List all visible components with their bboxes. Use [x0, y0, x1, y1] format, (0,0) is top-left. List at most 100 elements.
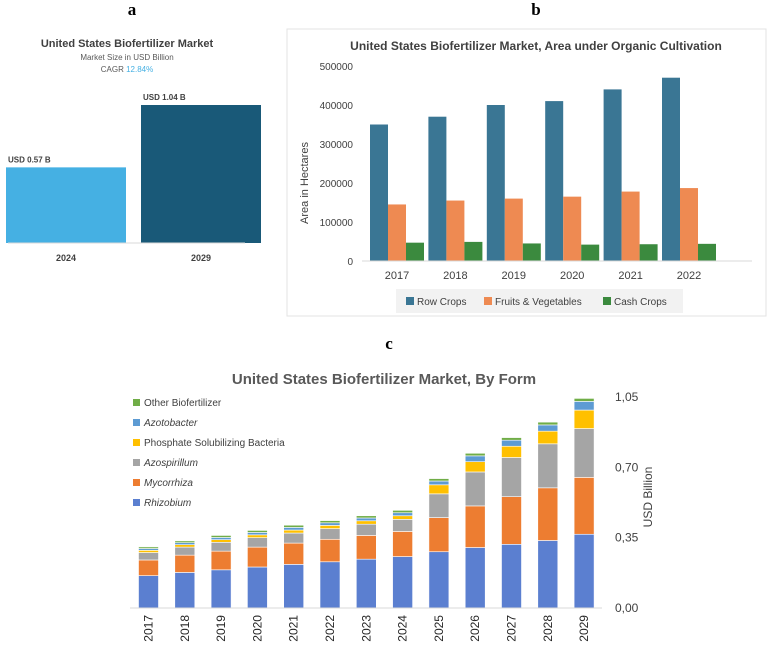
chart-c-segment-2017-5: [138, 546, 159, 549]
chart-b-bar-2019-1: [504, 198, 523, 261]
chart-c-xtick-2020: 2020: [250, 615, 264, 642]
chart-c-segment-2021-1: [283, 542, 305, 565]
chart-c-segment-2027-3: [501, 445, 522, 458]
chart-a-tick-2024: 2024: [56, 253, 76, 263]
chart-b-bar-2018-2: [464, 241, 483, 261]
chart-a-bar-2029: [141, 105, 261, 243]
chart-c-segment-2025-3: [428, 484, 450, 495]
chart-a-data-label-2024: USD 0.57 B: [8, 155, 51, 164]
chart-c-segment-2026-5: [464, 452, 486, 457]
chart-c-segment-2025-2: [428, 493, 450, 518]
chart-c-segment-2020-2: [247, 537, 268, 548]
chart-c-ytick-2: 0,70: [615, 460, 639, 474]
chart-c-segment-2020-5: [247, 530, 268, 533]
chart-b-xtick-2018: 2018: [443, 270, 467, 282]
chart-c-xtick-2019: 2019: [214, 615, 228, 642]
chart-c-segment-2022-4: [319, 522, 341, 526]
chart-c-segment-2021-0: [283, 564, 305, 609]
chart-c-segment-2017-2: [138, 552, 159, 561]
chart-a-subtitle: Market Size in USD Billion: [80, 53, 173, 62]
chart-c-segment-2026-4: [464, 455, 486, 463]
chart-c-segment-2021-5: [283, 524, 305, 528]
chart-c-segment-2018-5: [174, 540, 196, 543]
chart-c-xtick-2026: 2026: [468, 615, 482, 642]
chart-c-legend-label-0: Other Biofertilizer: [144, 398, 222, 409]
chart-b-bar-2020-0: [545, 101, 564, 261]
chart-b-ytick-500000: 500000: [320, 62, 354, 73]
chart-c-segment-2028-1: [537, 487, 559, 541]
chart-c-ytick-0: 0,00: [615, 601, 639, 615]
chart-c-segment-2025-4: [428, 480, 450, 486]
chart-c-legend-label-1: Azotobacter: [143, 418, 198, 429]
chart-c-segment-2021-3: [283, 529, 305, 534]
chart-b-bar-2021-2: [639, 244, 658, 261]
chart-b-bar-2020-1: [563, 196, 582, 261]
chart-c-segment-2019-4: [210, 537, 232, 540]
chart-b-ylabel: Area in Hectares: [299, 142, 311, 224]
chart-c: United States Biofertilizer Market, By F…: [130, 371, 655, 642]
chart-a: United States Biofertilizer Market Marke…: [6, 38, 261, 263]
chart-b-ytick-200000: 200000: [320, 179, 354, 190]
chart-c-segment-2028-2: [537, 443, 559, 489]
chart-c-legend-label-5: Rhizobium: [144, 498, 191, 509]
chart-b-ytick-100000: 100000: [320, 218, 354, 229]
chart-c-segment-2028-3: [537, 430, 559, 445]
chart-c-legend-swatch-1: [133, 419, 140, 426]
chart-b-bar-2017-1: [388, 204, 406, 261]
chart-c-ytick-3: 1,05: [615, 390, 639, 404]
chart-a-bar-2024: [6, 167, 126, 243]
chart-b-title: United States Biofertilizer Market, Area…: [350, 39, 722, 53]
chart-a-data-label-2029: USD 1.04 B: [143, 93, 186, 102]
chart-b-legend-swatch-2: [603, 297, 611, 305]
chart-c-segment-2024-4: [392, 512, 413, 517]
chart-c-segment-2026-2: [464, 471, 486, 507]
chart-c-legend-swatch-5: [133, 499, 140, 506]
chart-c-segment-2020-0: [247, 566, 268, 609]
chart-b-bar-2017-2: [406, 242, 424, 261]
chart-c-segment-2019-2: [210, 541, 232, 552]
chart-b-bar-2022-2: [698, 243, 716, 261]
chart-c-segment-2022-5: [319, 520, 341, 524]
chart-b-legend-label-2: Cash Crops: [614, 297, 667, 308]
chart-b-bar-2022-0: [662, 77, 680, 261]
chart-c-xtick-2024: 2024: [396, 615, 410, 642]
chart-c-legend-swatch-0: [133, 399, 140, 406]
chart-c-segment-2023-0: [355, 558, 377, 609]
chart-c-segment-2021-2: [283, 532, 305, 544]
chart-b-bar-2017-0: [370, 124, 388, 261]
chart-c-segment-2018-4: [174, 542, 196, 546]
chart-b-bar-2018-1: [446, 200, 465, 261]
chart-b-bar-2019-2: [522, 243, 541, 261]
chart-c-segment-2023-5: [355, 515, 377, 519]
chart-b-xtick-2017: 2017: [385, 270, 409, 282]
chart-a-cagr-label: CAGR: [101, 65, 124, 74]
chart-b-bar-2021-0: [603, 89, 622, 262]
chart-c-segment-2018-0: [174, 572, 196, 609]
chart-c-segment-2026-3: [464, 461, 486, 473]
chart-b-xtick-2019: 2019: [502, 270, 526, 282]
chart-c-segment-2029-2: [573, 428, 595, 478]
chart-c-segment-2027-5: [501, 437, 522, 441]
chart-c-segment-2023-4: [355, 517, 377, 522]
chart-c-xtick-2022: 2022: [323, 615, 337, 642]
chart-b-ytick-300000: 300000: [320, 140, 354, 151]
chart-c-xtick-2021: 2021: [287, 615, 301, 642]
chart-b-legend-label-0: Row Crops: [417, 297, 466, 308]
chart-c-legend-label-2: Phosphate Solubilizing Bacteria: [144, 438, 285, 449]
chart-b-xtick-2022: 2022: [677, 270, 701, 282]
chart-c-segment-2029-4: [573, 401, 595, 411]
chart-c-legend-swatch-3: [133, 459, 140, 466]
chart-c-legend-swatch-4: [133, 479, 140, 486]
chart-c-segment-2024-5: [392, 510, 413, 514]
chart-c-legend-label-4: Mycorrhiza: [144, 478, 193, 489]
chart-b-xtick-2021: 2021: [618, 270, 642, 282]
chart-c-segment-2022-2: [319, 528, 341, 540]
chart-a-cagr-value: 12.84%: [126, 65, 153, 74]
chart-c-xtick-2023: 2023: [359, 615, 373, 642]
panel-letter-b: b: [531, 0, 540, 19]
chart-b-bar-2019-0: [486, 105, 505, 261]
chart-c-segment-2026-0: [464, 547, 486, 609]
chart-b-legend-box: [396, 289, 683, 313]
chart-c-segment-2023-1: [355, 535, 377, 560]
